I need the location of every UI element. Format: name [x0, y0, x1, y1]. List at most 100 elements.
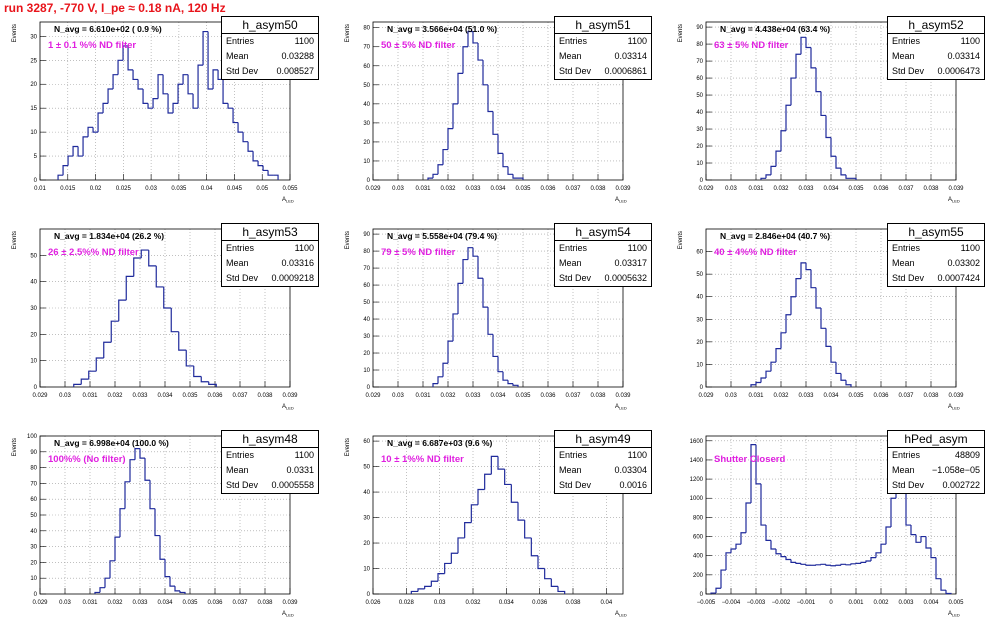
x-tick-label: 0.034: [823, 186, 839, 192]
x-tick-label: 0.038: [590, 393, 606, 399]
histogram-bin: [736, 544, 741, 549]
histogram-bin: [538, 556, 545, 569]
histogram-name: h_asym50: [222, 17, 318, 34]
histogram-bin: [731, 549, 736, 553]
y-tick-label: 100: [27, 434, 38, 440]
y-tick-label: 40: [363, 102, 370, 108]
histogram-bin: [766, 175, 771, 178]
histogram-bin: [158, 75, 163, 99]
y-tick-label: 10: [30, 576, 37, 582]
x-tick-label: 0.032: [107, 393, 123, 399]
histogram-bin: [513, 384, 518, 387]
histogram-bin: [100, 588, 105, 593]
histogram-bin: [145, 458, 150, 480]
x-axis-label: ALED: [948, 611, 960, 618]
x-tick-label: 0.034: [157, 600, 173, 606]
histogram-bin: [193, 94, 198, 108]
y-tick-label: 0: [34, 178, 38, 184]
histogram-bin: [826, 328, 831, 346]
histogram-bin: [756, 382, 761, 384]
histogram-bin: [946, 590, 951, 594]
histogram-bin: [821, 308, 826, 328]
y-tick-label: 10: [30, 130, 37, 136]
std-dev-label: Std Dev: [226, 271, 258, 286]
histogram-bin: [781, 554, 786, 557]
x-axis-label: ALED: [282, 611, 294, 618]
histogram-bin: [471, 505, 478, 523]
histogram-bin: [508, 380, 513, 383]
histogram-bin: [438, 165, 443, 175]
histogram-bin: [468, 248, 473, 260]
histogram-bin: [168, 94, 173, 113]
histogram-bin: [134, 258, 142, 276]
histogram-bin: [143, 89, 148, 103]
histogram-bin: [130, 460, 135, 482]
histogram-bin: [841, 373, 846, 380]
entries-label: Entries: [892, 241, 920, 256]
std-dev-value: 0.0006473: [937, 64, 980, 79]
histogram-bin: [836, 156, 841, 168]
histogram-bin: [851, 564, 856, 565]
histogram-bin: [503, 372, 508, 380]
x-tick-label: 0.031: [415, 393, 431, 399]
x-tick-label: 0.034: [499, 600, 515, 606]
y-tick-label: 40: [696, 295, 703, 301]
y-tick-label: 60: [696, 250, 703, 256]
x-tick-label: 0.038: [590, 186, 606, 192]
histogram-bin: [165, 559, 170, 576]
x-tick-label: 0.032: [107, 600, 123, 606]
y-axis-label: Events: [12, 231, 18, 249]
histogram-bin: [791, 297, 796, 315]
x-tick-label: 0.029: [698, 186, 714, 192]
histogram-bin: [811, 47, 816, 67]
x-tick-label: 0.037: [565, 393, 581, 399]
y-tick-label: 20: [363, 541, 370, 547]
histogram-bin: [916, 535, 921, 543]
histogram-bin: [816, 288, 821, 308]
histogram-bin: [463, 47, 468, 74]
histogram-bin: [104, 342, 112, 358]
histogram-bin: [248, 142, 253, 152]
x-tick-label: 0.028: [399, 600, 415, 606]
entries-value: 1100: [295, 34, 314, 49]
histogram-bin: [448, 341, 453, 363]
histogram-bin: [796, 279, 801, 297]
histogram-bin: [483, 278, 488, 307]
histogram-bin: [458, 538, 465, 553]
x-tick-label: 0.038: [257, 393, 273, 399]
y-tick-label: 90: [30, 450, 37, 456]
y-tick-label: 60: [363, 283, 370, 289]
x-tick-label: 0.035: [515, 393, 531, 399]
histogram-bin: [171, 308, 179, 332]
histogram-bin: [485, 474, 492, 489]
histogram-bin: [458, 73, 463, 103]
histogram-bin: [155, 509, 160, 536]
histogram-bin: [836, 362, 841, 373]
y-tick-label: 20: [363, 351, 370, 357]
y-tick-label: 50: [363, 83, 370, 89]
y-tick-label: 60: [363, 439, 370, 445]
std-dev-label: Std Dev: [226, 64, 258, 79]
y-tick-label: 30: [696, 127, 703, 133]
mean-value: −1.058e−05: [932, 463, 980, 478]
histogram-bin: [453, 314, 458, 341]
std-dev-label: Std Dev: [892, 64, 924, 79]
mean-label: Mean: [892, 256, 915, 271]
histogram-bin: [876, 553, 881, 558]
y-tick-label: 10: [696, 362, 703, 368]
histogram-bin: [716, 588, 721, 593]
x-tick-label: 0.015: [60, 186, 76, 192]
histogram-bin: [531, 538, 538, 556]
y-tick-label: 70: [363, 266, 370, 272]
mean-label: Mean: [226, 463, 249, 478]
y-tick-label: 40: [30, 280, 37, 286]
y-tick-label: 20: [696, 340, 703, 346]
histogram-bin: [846, 175, 851, 178]
histogram-bin: [81, 379, 89, 384]
histogram-bin: [108, 89, 113, 103]
histogram-bin: [89, 371, 97, 379]
std-dev-value: 0.002722: [942, 478, 980, 493]
x-tick-label: 0: [829, 600, 833, 606]
